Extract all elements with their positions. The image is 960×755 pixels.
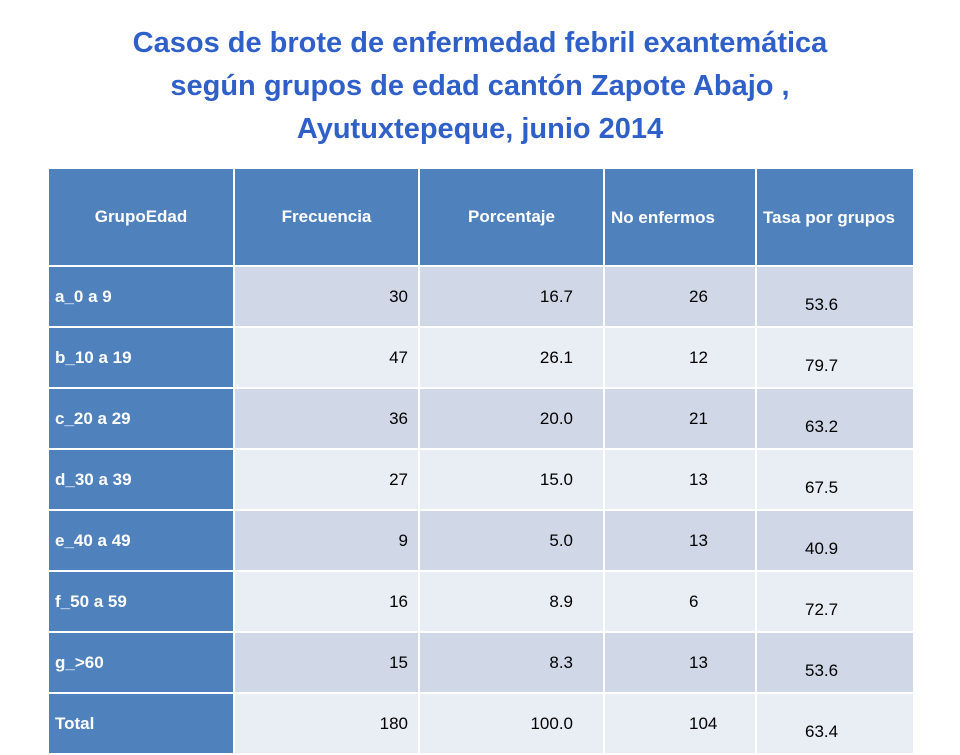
row-label: g_>60: [47, 631, 235, 694]
title-line-3: Ayutuxtepeque, junio 2014: [296, 113, 664, 145]
cell-frecuencia: 16: [233, 570, 420, 633]
cell-no-enfermos: 12: [603, 326, 757, 389]
table-row: d_30 a 39 27 15.0 13 67.5: [47, 448, 915, 511]
cell-porcentaje: 8.9: [418, 570, 605, 633]
table-row: a_0 a 9 30 16.7 26 53.6: [47, 265, 915, 328]
title-line-2: según grupos de edad cantón Zapote Abajo…: [170, 70, 790, 102]
cell-tasa: 79.7: [755, 326, 915, 389]
cell-no-enfermos: 6: [603, 570, 757, 633]
cell-tasa: 63.4: [755, 692, 915, 755]
cell-frecuencia: 180: [233, 692, 420, 755]
header-row: GrupoEdad Frecuencia Porcentaje No enfer…: [47, 167, 915, 267]
cell-tasa: 53.6: [755, 265, 915, 328]
title-line-1: Casos de brote de enfermedad febril exan…: [132, 27, 828, 59]
cell-no-enfermos: 13: [603, 631, 757, 694]
col-header-no-enfermos: No enfermos: [603, 167, 757, 267]
cell-no-enfermos: 13: [603, 509, 757, 572]
cell-frecuencia: 30: [233, 265, 420, 328]
cell-frecuencia: 27: [233, 448, 420, 511]
cell-frecuencia: 47: [233, 326, 420, 389]
cell-porcentaje: 5.0: [418, 509, 605, 572]
data-table: GrupoEdad Frecuencia Porcentaje No enfer…: [47, 167, 915, 755]
table-row: e_40 a 49 9 5.0 13 40.9: [47, 509, 915, 572]
cell-no-enfermos: 104: [603, 692, 757, 755]
row-label: b_10 a 19: [47, 326, 235, 389]
row-label: c_20 a 29: [47, 387, 235, 450]
row-label: e_40 a 49: [47, 509, 235, 572]
row-label-total: Total: [47, 692, 235, 755]
cell-tasa: 67.5: [755, 448, 915, 511]
table-row: c_20 a 29 36 20.0 21 63.2: [47, 387, 915, 450]
cell-tasa: 40.9: [755, 509, 915, 572]
cell-frecuencia: 9: [233, 509, 420, 572]
table-row: f_50 a 59 16 8.9 6 72.7: [47, 570, 915, 633]
cell-no-enfermos: 21: [603, 387, 757, 450]
cell-porcentaje: 8.3: [418, 631, 605, 694]
cell-tasa: 63.2: [755, 387, 915, 450]
col-header-frecuencia: Frecuencia: [233, 167, 420, 267]
cell-tasa: 72.7: [755, 570, 915, 633]
cell-porcentaje: 100.0: [418, 692, 605, 755]
col-header-tasa: Tasa por grupos: [755, 167, 915, 267]
cell-frecuencia: 36: [233, 387, 420, 450]
cell-porcentaje: 16.7: [418, 265, 605, 328]
row-label: a_0 a 9: [47, 265, 235, 328]
cell-no-enfermos: 26: [603, 265, 757, 328]
cell-tasa: 53.6: [755, 631, 915, 694]
slide-title: Casos de brote de enfermedad febril exan…: [40, 22, 920, 151]
cell-porcentaje: 15.0: [418, 448, 605, 511]
cell-porcentaje: 20.0: [418, 387, 605, 450]
cell-no-enfermos: 13: [603, 448, 757, 511]
col-header-grupo-edad: GrupoEdad: [47, 167, 235, 267]
cell-frecuencia: 15: [233, 631, 420, 694]
row-label: d_30 a 39: [47, 448, 235, 511]
table-row: g_>60 15 8.3 13 53.6: [47, 631, 915, 694]
cell-porcentaje: 26.1: [418, 326, 605, 389]
col-header-porcentaje: Porcentaje: [418, 167, 605, 267]
table-row: b_10 a 19 47 26.1 12 79.7: [47, 326, 915, 389]
row-label: f_50 a 59: [47, 570, 235, 633]
table-row-total: Total 180 100.0 104 63.4: [47, 692, 915, 755]
